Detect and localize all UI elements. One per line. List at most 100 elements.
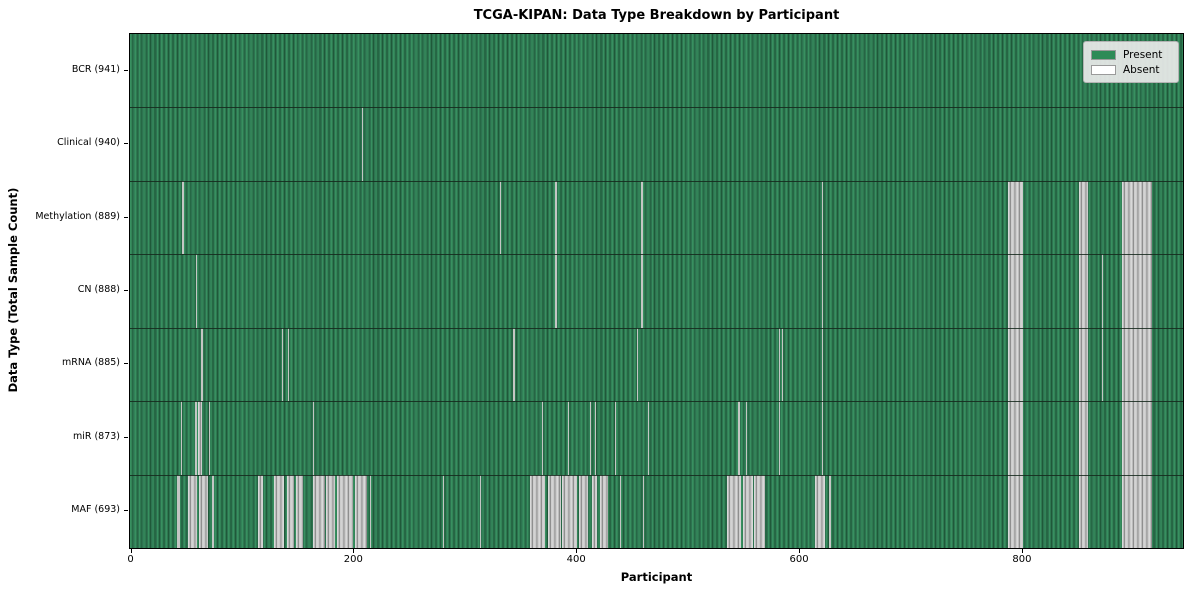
heatmap-row-cn [130, 254, 1183, 328]
absent-segment [513, 327, 515, 402]
row-divider [130, 474, 1183, 476]
x-tick-label: 600 [789, 554, 809, 565]
absent-segment [1101, 254, 1103, 328]
absent-segment [781, 327, 784, 402]
absent-segment [209, 401, 211, 475]
absent-segment [620, 474, 622, 548]
absent-segment [1079, 401, 1089, 475]
absent-segment [443, 474, 445, 548]
legend-label-absent: Absent [1123, 63, 1160, 76]
absent-segment [600, 474, 609, 548]
y-tick [124, 436, 128, 438]
absent-segment [1008, 474, 1023, 548]
heatmap-row-mrna [130, 327, 1183, 402]
absent-segment [1121, 180, 1152, 255]
absent-segment [1079, 474, 1089, 548]
absent-segment [1121, 327, 1152, 402]
row-divider [130, 254, 1183, 256]
absent-segment [579, 474, 588, 548]
heatmap-row-mir [130, 401, 1183, 475]
row-divider [130, 327, 1183, 329]
heatmap-row-clinical [130, 107, 1183, 181]
legend: Present Absent [1083, 41, 1179, 83]
absent-segment [296, 474, 303, 548]
y-tick [124, 143, 128, 145]
absent-segment [1008, 180, 1023, 255]
absent-segment [590, 401, 592, 475]
chart-title: TCGA-KIPAN: Data Type Breakdown by Parti… [473, 8, 840, 23]
absent-segment [542, 401, 544, 475]
absent-segment [1079, 327, 1089, 402]
x-tick [799, 549, 801, 553]
absent-segment [727, 474, 741, 548]
y-tick-label: miR (873) [72, 430, 120, 442]
absent-segment [281, 327, 283, 402]
absent-segment [614, 401, 616, 475]
row-divider [130, 107, 1183, 109]
absent-segment [642, 474, 644, 548]
absent-segment [567, 401, 570, 475]
x-axis-label: Participant [620, 570, 693, 584]
heatmap-row-methylation [130, 180, 1183, 255]
absent-segment [273, 474, 284, 548]
absent-segment [554, 180, 557, 255]
x-tick-label: 200 [343, 554, 363, 565]
heatmap-row-maf [130, 474, 1183, 548]
absent-segment [554, 254, 557, 328]
absent-segment [594, 401, 596, 475]
y-tick [124, 69, 128, 71]
x-tick-label: 400 [566, 554, 586, 565]
y-tick-label: Methylation (889) [35, 210, 120, 222]
y-axis-label: Data Type (Total Sample Count) [6, 187, 20, 393]
y-tick [124, 290, 128, 291]
absent-segment [778, 327, 780, 402]
absent-segment [355, 474, 368, 548]
absent-segment [530, 474, 545, 548]
x-tick [1021, 549, 1023, 553]
absent-segment [195, 254, 197, 328]
absent-segment [182, 180, 184, 255]
absent-segment [361, 107, 363, 181]
absent-segment [778, 401, 780, 475]
absent-segment [637, 327, 639, 402]
absent-segment [176, 474, 181, 548]
absent-segment [828, 474, 831, 548]
absent-segment [1101, 327, 1103, 402]
absent-segment [738, 401, 740, 475]
y-tick-label: MAF (693) [71, 504, 120, 516]
absent-segment [821, 327, 824, 402]
absent-segment [1121, 474, 1152, 548]
absent-segment [369, 474, 371, 548]
y-tick [124, 363, 128, 365]
y-tick-label: Clinical (940) [57, 137, 120, 149]
absent-segment [1121, 254, 1152, 328]
absent-segment [312, 474, 325, 548]
y-tick-label: BCR (941) [71, 63, 120, 75]
absent-segment [1008, 327, 1023, 402]
absent-segment [821, 254, 824, 328]
absent-segment [479, 474, 482, 548]
plot-area [129, 33, 1184, 549]
absent-segment [1121, 401, 1152, 475]
absent-segment [199, 474, 208, 548]
absent-segment [326, 474, 336, 548]
absent-segment [197, 401, 203, 475]
row-divider [130, 180, 1183, 182]
absent-segment [187, 474, 197, 548]
absent-segment [821, 180, 824, 255]
absent-segment [648, 401, 650, 475]
absent-segment [821, 401, 824, 475]
absent-segment [641, 254, 643, 328]
absent-segment [562, 474, 577, 548]
absent-segment [337, 474, 353, 548]
x-tick-label: 0 [127, 554, 134, 565]
y-tick-label: mRNA (885) [61, 357, 120, 369]
absent-segment [499, 180, 502, 255]
absent-segment [1079, 180, 1089, 255]
absent-segment [1008, 254, 1023, 328]
y-tick-label: CN (888) [77, 284, 120, 295]
absent-segment [312, 401, 314, 475]
absent-segment [258, 474, 263, 548]
present-swatch-icon [1091, 49, 1116, 60]
